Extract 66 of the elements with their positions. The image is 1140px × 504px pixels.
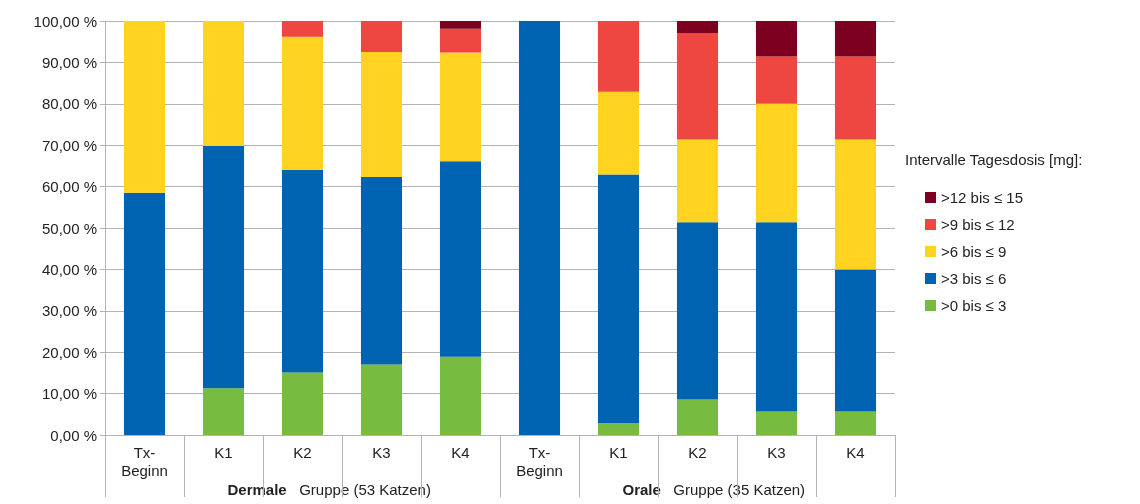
bar (597, 174, 640, 423)
bar (360, 177, 403, 365)
y-tick-label: 30,00 % (41, 302, 97, 320)
x-tick-label: Tx- Beginn (121, 443, 168, 479)
bar (439, 161, 482, 357)
legend-title: Intervalle Tagesdosis [mg]: (905, 151, 1083, 168)
y-tick-label: 10,00 % (41, 385, 97, 403)
y-tick-label: 70,00 % (41, 136, 97, 154)
x-tick-label: K3 (767, 443, 786, 461)
bar (281, 36, 324, 170)
bar (439, 21, 482, 29)
x-tick-label: K4 (451, 443, 470, 461)
x-tick-label: K4 (846, 443, 865, 461)
bar (518, 21, 561, 435)
bar (755, 56, 798, 104)
bar (360, 52, 403, 178)
text: Dermale Gruppe (53 Katzen) (227, 481, 431, 498)
legend-label: >12 bis ≤ 15 (941, 189, 1024, 206)
bar (597, 91, 640, 175)
bar (834, 411, 877, 435)
bar (281, 372, 324, 435)
bar (834, 21, 877, 57)
bar (202, 146, 245, 389)
bar (597, 422, 640, 435)
x-tick-label: K1 (214, 443, 233, 461)
y-tick-label: 20,00 % (41, 343, 97, 361)
bar (597, 21, 640, 92)
bar (281, 21, 324, 37)
bar (755, 411, 798, 435)
bar (834, 269, 877, 412)
y-tick-label: 60,00 % (41, 178, 97, 196)
y-tick-label: 80,00 % (41, 95, 97, 113)
x-tick-label: K2 (688, 443, 707, 461)
y-tick-label: 50,00 % (41, 219, 97, 237)
bar (755, 21, 798, 57)
bar (755, 103, 798, 223)
bar (676, 222, 719, 400)
bar (360, 21, 403, 53)
bar (755, 222, 798, 412)
bar (360, 364, 403, 435)
legend-label: >0 bis ≤ 3 (941, 297, 1007, 314)
bar (676, 399, 719, 435)
x-tick-label: K3 (372, 443, 391, 461)
bar (123, 21, 166, 193)
bar (123, 192, 166, 435)
x-tick-label: K2 (293, 443, 312, 461)
bar (834, 139, 877, 270)
bar (676, 33, 719, 140)
x-tick-label: Tx- Beginn (516, 443, 563, 479)
y-tick-label: 40,00 % (41, 260, 97, 278)
bar (202, 21, 245, 147)
legend-label: >9 bis ≤ 12 (941, 216, 1015, 233)
legend-label: >3 bis ≤ 6 (941, 270, 1007, 287)
x-tick-label: K1 (609, 443, 628, 461)
bar (439, 28, 482, 53)
y-tick-label: 100,00 % (33, 12, 97, 30)
bar (834, 56, 877, 140)
legend-label: >6 bis ≤ 9 (941, 243, 1007, 260)
bar (676, 139, 719, 223)
bar (676, 21, 719, 34)
bar (202, 388, 245, 435)
y-tick-label: 0,00 % (50, 426, 97, 444)
bar (439, 52, 482, 162)
bar (439, 356, 482, 435)
bar (281, 169, 324, 373)
y-tick-label: 90,00 % (41, 53, 97, 71)
